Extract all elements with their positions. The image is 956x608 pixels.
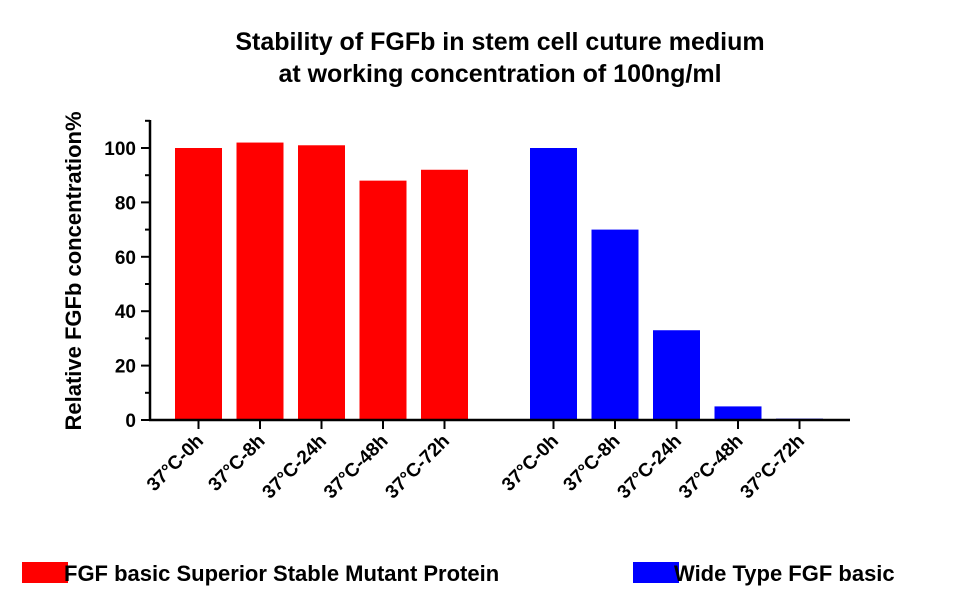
bar-2-1 xyxy=(530,148,577,420)
y-axis-label: Relative FGFb concentration% xyxy=(61,111,86,430)
bar-1-1 xyxy=(175,148,222,420)
y-tick-label: 80 xyxy=(115,193,136,214)
x-tick-label: 37°C-72h xyxy=(737,431,810,504)
bar-1-2 xyxy=(236,142,284,420)
bar-2-3 xyxy=(653,330,700,420)
legend-label-1: FGF basic Superior Stable Mutant Protein xyxy=(64,561,499,586)
x-tick-label: 37°C-0h xyxy=(143,431,208,496)
bar-1-5 xyxy=(421,169,468,420)
bar-2-2 xyxy=(591,229,639,420)
chart-title-line-1: Stability of FGFb in stem cell cuture me… xyxy=(235,28,764,56)
bar-1-3 xyxy=(298,145,345,420)
y-tick-label: 60 xyxy=(115,248,136,269)
legend: FGF basic Superior Stable Mutant Protein… xyxy=(22,561,895,586)
x-tick-label: 37°C-24h xyxy=(259,431,332,504)
y-tick-label: 40 xyxy=(115,302,136,323)
bars-group xyxy=(175,142,823,420)
x-tick-label: 37°C-24h xyxy=(614,431,687,504)
bar-2-4 xyxy=(714,406,762,420)
y-tick-label: 0 xyxy=(125,411,136,432)
y-tick-label: 100 xyxy=(104,139,136,160)
x-tick-label: 37°C-72h xyxy=(382,431,455,504)
chart-title-line-2: at working concentration of 100ng/ml xyxy=(278,60,721,88)
bar-1-4 xyxy=(359,180,407,420)
x-tick-label: 37°C-0h xyxy=(498,431,563,496)
x-tick-label: 37°C-48h xyxy=(320,431,393,504)
legend-swatch-2 xyxy=(633,562,679,583)
x-tick-label: 37°C-48h xyxy=(675,431,748,504)
legend-label-2: Wide Type FGF basic xyxy=(674,561,895,586)
y-tick-label: 20 xyxy=(115,357,136,378)
legend-swatch-1 xyxy=(22,562,68,583)
